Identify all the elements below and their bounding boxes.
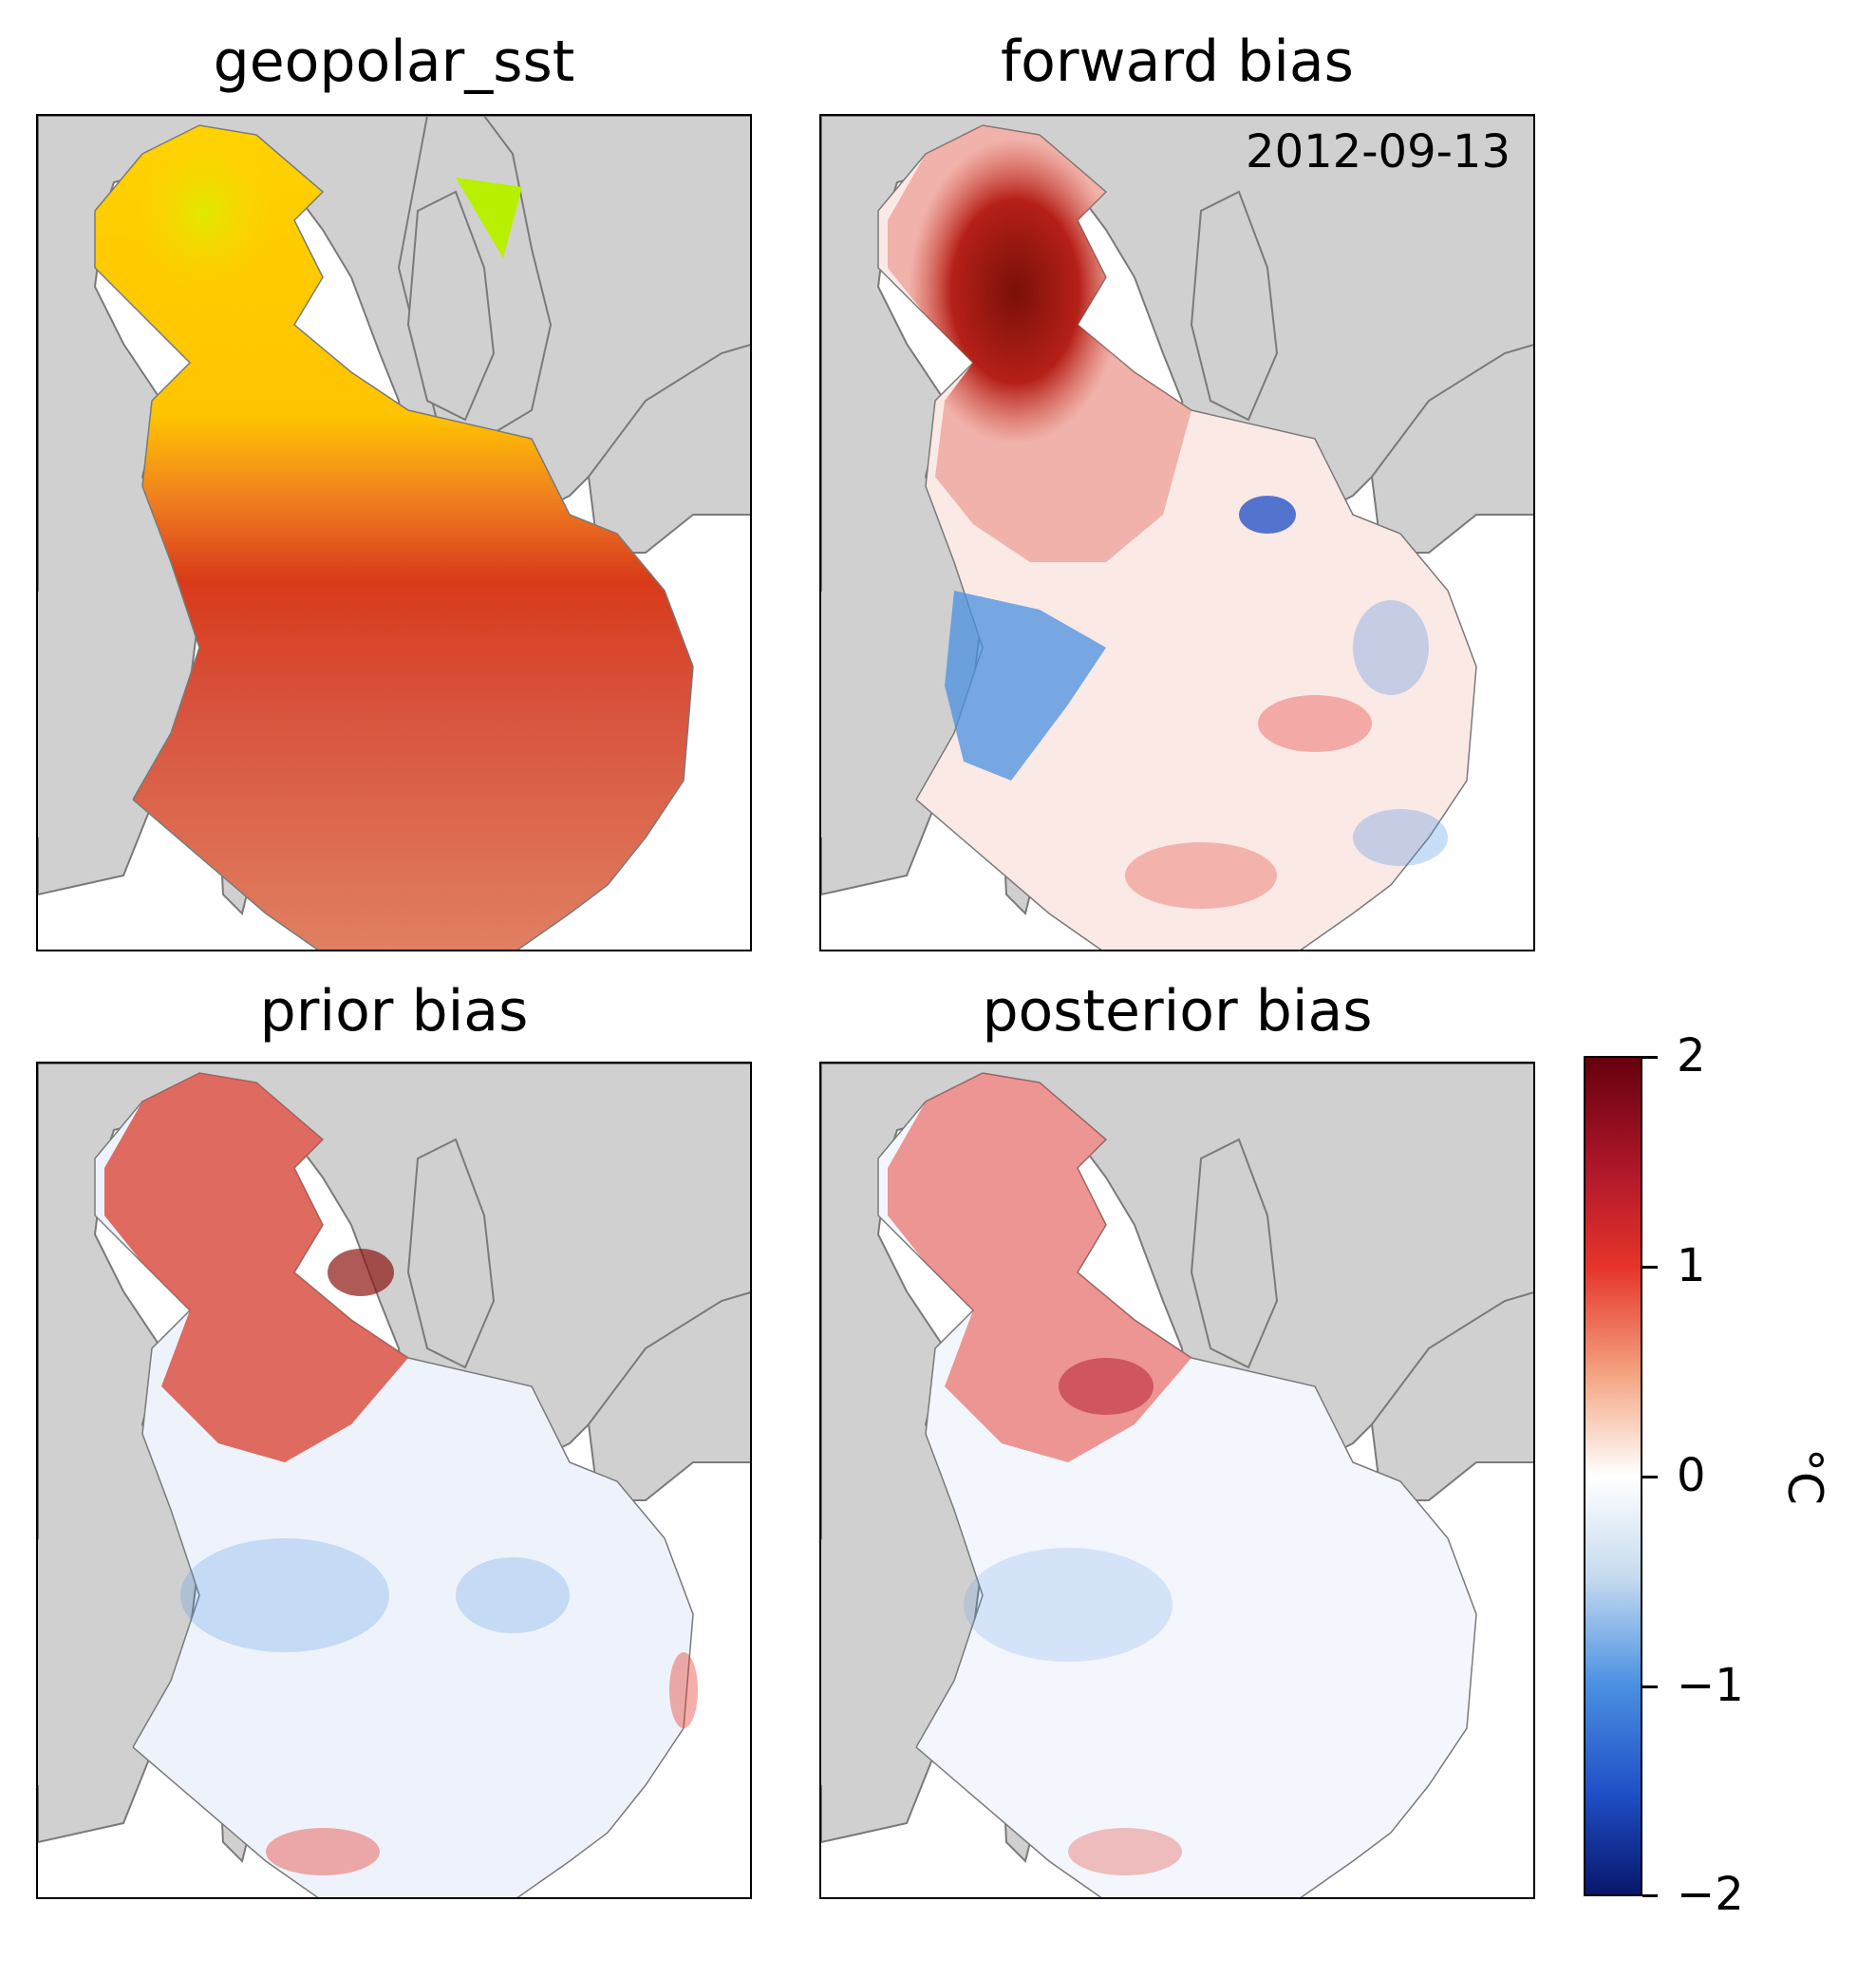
date-label: 2012-09-13 [1246,125,1510,179]
colorbar-unit-label: °C [1777,1448,1832,1505]
panel-title-prior: prior bias [259,978,529,1045]
colorbar-tick-label: 1 [1677,1239,1706,1292]
prior-warm-region [104,1073,408,1462]
colorbar-tick [1642,1685,1658,1688]
colorbar-tick [1642,1056,1658,1059]
colorbar-tick-label: 0 [1677,1449,1706,1502]
sst-field-highlight [95,125,408,477]
colorbar-tick [1642,1476,1658,1478]
map-panel-posterior [819,1062,1535,1899]
colorbar-tick-label: 2 [1677,1029,1706,1083]
forward-cool-region [945,591,1106,781]
map-panel-geopolar [36,114,752,951]
colorbar-tick-label: −2 [1677,1868,1744,1921]
panel-title-forward: forward bias [1001,28,1354,95]
colorbar-tick [1642,1266,1658,1269]
map-panel-prior [36,1062,752,1899]
forward-warm-region [888,125,1191,562]
panel-title-posterior: posterior bias [982,978,1373,1045]
sst-green-patch [456,178,522,258]
panel-title-geopolar: geopolar_sst [213,28,575,95]
colorbar-tick [1642,1894,1658,1897]
colorbar-tick-label: −1 [1677,1659,1744,1712]
map-panel-forward: 2012-09-13 [819,114,1535,951]
colorbar [1584,1056,1642,1896]
